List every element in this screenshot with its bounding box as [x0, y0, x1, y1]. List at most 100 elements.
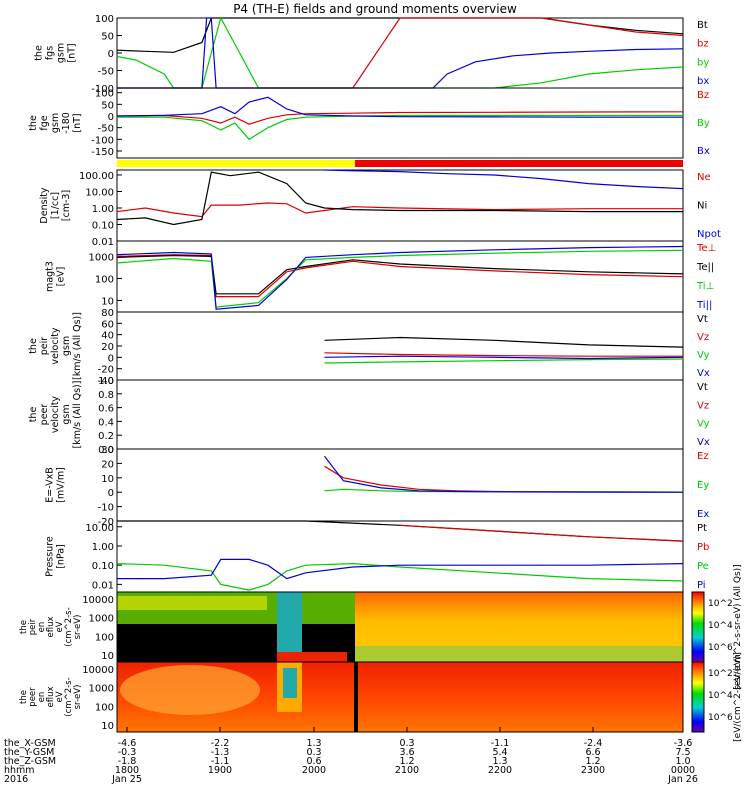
- pressure-legend-Pi: Pi: [697, 580, 706, 591]
- peer-eflux-ylabel: eflux: [46, 686, 56, 707]
- efield-ylabel: E=-VxB: [45, 467, 56, 502]
- fgs-legend-by: by: [697, 57, 709, 68]
- peer-velocity-legend-Vy: Vy: [697, 419, 710, 430]
- peer-spectrogram-gap-core: [283, 668, 297, 698]
- fge-ytick-label: -100: [91, 135, 114, 146]
- peer-velocity-legend-Vx: Vx: [697, 437, 710, 448]
- ticker-row-label: hhmm: [4, 765, 35, 776]
- peir-spectrogram: [116, 591, 684, 663]
- ticker-value: -0.3: [118, 747, 137, 758]
- fge-ytick-label: -150: [91, 147, 114, 158]
- ticker-value: -1.1: [211, 756, 230, 767]
- ticker-value: 1.2: [399, 756, 414, 767]
- colorbar-peir: [691, 591, 705, 663]
- ticker-value: 0.3: [306, 747, 321, 758]
- fge-ytick-label: 50: [101, 100, 114, 111]
- fgs-frame: [116, 17, 684, 89]
- fge-ytick-label: -50: [98, 124, 114, 135]
- peir-spectrogram-left-band-top: [117, 596, 267, 610]
- pressure-legend-Pe: Pe: [697, 561, 709, 572]
- peer-velocity-ytick-label: 0.8: [98, 390, 114, 401]
- fge-ylabel: [nT]: [72, 113, 83, 132]
- fgs-legend-Bt: Bt: [697, 20, 708, 31]
- peir-velocity-legend-Vx: Vx: [697, 368, 710, 379]
- peer-velocity-ytick-label: 0.6: [98, 404, 114, 415]
- figure-title: P4 (TH-E) fields and ground moments over…: [233, 2, 517, 16]
- fgs-series-Bt: [116, 17, 684, 53]
- peir-velocity-ytick-label: -40: [98, 376, 114, 387]
- pressure-ylabel: Pressure: [45, 536, 56, 577]
- peer-velocity-legend-Vz: Vz: [697, 400, 709, 411]
- peir-velocity-series-Vt: [324, 336, 684, 348]
- ticker-value: Jan 26: [667, 774, 698, 785]
- density-ylabel: [1/cc]: [50, 192, 61, 219]
- temperature-ylabel: magt3: [45, 261, 56, 292]
- density-ylabel: Density: [39, 187, 50, 223]
- peer-velocity-ylabel: the: [28, 407, 39, 423]
- peir-velocity-legend-Vy: Vy: [697, 350, 710, 361]
- ticker-value: 6.6: [585, 747, 600, 758]
- efield-ytick-label: 10: [101, 474, 114, 485]
- ticker-value: 2200: [488, 765, 512, 776]
- fgs-legend-bz: bz: [697, 39, 709, 50]
- fge-ylabel: fge: [39, 115, 50, 130]
- peir-eflux-ytick-label: 1000: [89, 614, 114, 625]
- density-ytick-label: 10.00: [85, 187, 114, 198]
- temperature-ytick-label: 10: [101, 296, 114, 307]
- fgs-ylabel: gsm: [56, 43, 67, 63]
- pressure-series-Pi: [117, 558, 684, 580]
- peer-velocity-ylabel: gsm: [61, 404, 72, 424]
- efield-ylabel: [mV/m]: [56, 467, 67, 503]
- peer-eflux-ytick-label: 10000: [82, 665, 114, 676]
- efield-ytick-label: 0: [108, 488, 114, 499]
- temperature-legend-Te: Te⊥: [696, 243, 716, 254]
- peir-velocity-ylabel: velocity: [50, 327, 61, 365]
- fge-series-By: [117, 114, 683, 141]
- peir-velocity-frame: [116, 311, 684, 381]
- peer-eflux-ylabel: the: [19, 690, 29, 704]
- peer-eflux-colorbar-label: [eV/(cm^2-s-sr-eV)]: [733, 652, 743, 742]
- density-ytick-label: 1.00: [92, 204, 114, 215]
- fgs-ylabel: the: [34, 45, 45, 61]
- peir-velocity-ytick-label: 0: [108, 353, 114, 364]
- peer-velocity-legend-Vt: Vt: [697, 382, 708, 393]
- ticker-row-label: the_X-GSM: [4, 738, 56, 749]
- peir-eflux-ytick-label: 10000: [82, 595, 114, 606]
- peir-velocity-legend-Vz: Vz: [697, 332, 709, 343]
- peir-spectrogram-gap: [277, 592, 302, 662]
- pressure-frame: [116, 520, 684, 593]
- temperature-legend-Ti: Ti⊥: [696, 281, 714, 292]
- peer-eflux-colorbar-tick: 10^4: [708, 691, 733, 701]
- temperature-series-Ti: [116, 249, 684, 308]
- temperature-ylabel: [eV]: [56, 267, 67, 287]
- fge-ylabel: gsm: [50, 113, 61, 133]
- pressure-ytick-label: 0.10: [92, 561, 114, 572]
- peer-eflux-ytick-label: 100: [95, 702, 114, 713]
- efield-legend-Ez: Ez: [697, 451, 709, 462]
- efield-frame: [116, 448, 684, 522]
- pressure-series-Pb: [399, 524, 684, 542]
- pressure-ytick-label: 0.01: [92, 580, 114, 591]
- fgs-series-by: [116, 16, 684, 89]
- peer-spectrogram-blob: [120, 665, 260, 715]
- ticker-row-label: 2016: [4, 774, 28, 785]
- density-series-Ni: [116, 171, 683, 226]
- fge-ytick-label: 0: [108, 112, 114, 123]
- ticker-value: 3.6: [399, 747, 414, 758]
- peer-eflux-ylabel: sr-eV): [73, 685, 83, 710]
- temperature-legend-Ti: Ti||: [696, 300, 712, 311]
- peer-velocity-ylabel: [km/s (All Qs)]: [72, 381, 83, 449]
- fgs-series-bx: [117, 17, 684, 89]
- colorbar-peir-scale: [691, 591, 705, 663]
- ticker-value: 1.2: [585, 756, 600, 767]
- ticker-value: 1800: [115, 765, 139, 776]
- ticker-value: 2100: [395, 765, 419, 776]
- pressure-ylabel: [nPa]: [56, 544, 67, 569]
- ticker-value: 2000: [302, 765, 326, 776]
- pressure-ytick-label: 10.00: [85, 523, 114, 534]
- pressure-series-Pt: [117, 520, 684, 542]
- efield-ytick-label: 30: [101, 445, 114, 456]
- fgs-ytick-label: -50: [98, 67, 114, 78]
